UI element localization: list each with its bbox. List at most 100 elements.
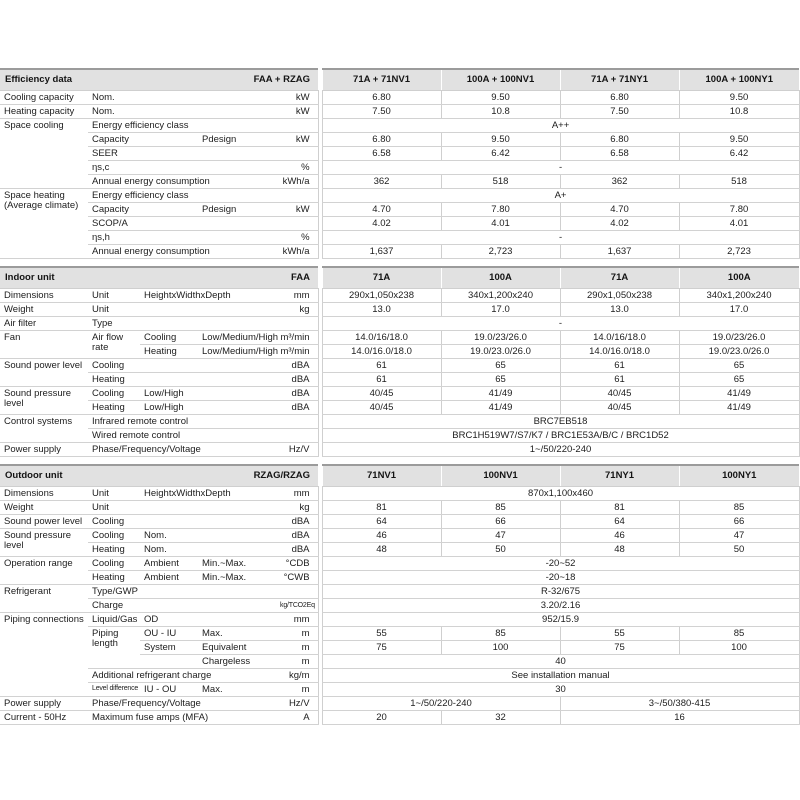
model-column-header: 71A (559, 266, 680, 289)
row-label: Cooling (88, 386, 141, 401)
row-label: IU - OU (140, 682, 199, 697)
table-row: Power supply Phase/Frequency/Voltage Hz/V 1… (0, 696, 800, 711)
value-cell: 1~/50/220-240 (321, 696, 561, 711)
row-label: Capacity (88, 202, 198, 217)
value-cell: 7.80 (678, 202, 800, 217)
value-cell: 100 (678, 640, 800, 655)
row-label: Nom. (140, 528, 281, 543)
value-cell: 85 (678, 626, 800, 641)
row-label: Unit (88, 288, 141, 303)
row-label: Fan (0, 330, 88, 359)
row-label: Current - 50Hz (0, 710, 88, 725)
column-gap (318, 344, 323, 359)
row-label: Operation range (0, 556, 88, 585)
section-title: Outdoor unit (0, 464, 141, 487)
value-cell: 61 (559, 372, 680, 387)
column-gap (318, 230, 323, 245)
value-cell: 61 (321, 358, 442, 373)
table-row: Capacity Pdesign kW 6.80 9.50 6.80 9.50 (0, 132, 800, 147)
row-label: Unit (88, 500, 281, 515)
value-cell: 41/49 (440, 400, 561, 415)
model-column-header: 71NV1 (321, 464, 442, 487)
row-label (140, 654, 199, 669)
unit-label: % (280, 160, 319, 175)
row-label: Ambient (140, 556, 199, 571)
column-gap (318, 710, 323, 725)
value-cell: 9.50 (440, 132, 561, 147)
value-cell: 75 (321, 640, 442, 655)
row-label: Pdesign (198, 202, 280, 217)
column-gap (318, 302, 323, 317)
value-cell: 65 (440, 372, 561, 387)
spec-table-outdoor-unit: Outdoor unit RZAG/RZAG 71NV1 100NV1 71NY1 100… (0, 464, 800, 725)
value-cell: 6.80 (321, 132, 442, 147)
column-gap (318, 202, 323, 217)
table-row: Power supply Phase/Frequency/Voltage Hz/V 1… (0, 442, 800, 457)
row-label: Dimensions (0, 486, 88, 501)
row-label: Type/GWP (88, 584, 281, 599)
value-cell: BRC7EB518 (321, 414, 800, 429)
unit-label: dBA (280, 400, 319, 415)
value-cell: 65 (678, 358, 800, 373)
model-column-header: 71NY1 (559, 464, 680, 487)
column-gap (318, 288, 323, 303)
value-cell: See installation manual (321, 668, 800, 683)
value-cell: 65 (678, 372, 800, 387)
column-gap (318, 612, 323, 627)
unit-label: dBA (280, 358, 319, 373)
row-label: Energy efficiency class (88, 188, 280, 203)
table-row: Cooling capacity Nom. kW 6.80 9.50 6.80 9.50 (0, 90, 800, 105)
row-label: Heating (140, 344, 199, 359)
row-label: ηs,h (88, 230, 280, 245)
model-column-header: 100A + 100NV1 (440, 68, 561, 91)
unit-label: kg (280, 500, 319, 515)
value-cell: 4.70 (559, 202, 680, 217)
column-gap (318, 244, 323, 259)
value-cell: 952/15.9 (321, 612, 800, 627)
section-title: Efficiency data (0, 68, 140, 91)
column-gap (318, 584, 323, 599)
table-row: Sound power level Cooling dBA 64 66 64 66 (0, 514, 800, 529)
value-cell: 20 (321, 710, 442, 725)
value-cell: 13.0 (559, 302, 680, 317)
unit-label: m (280, 626, 319, 641)
table-row: Capacity Pdesign kW 4.70 7.80 4.70 7.80 (0, 202, 800, 217)
table-row: Dimensions Unit HeightxWidthxDepth mm 870x1,… (0, 486, 800, 501)
row-label: Ambient (140, 570, 199, 585)
row-label: Additional refrigerant charge (88, 668, 281, 683)
row-label: Phase/Frequency/Voltage (88, 696, 281, 711)
value-cell: 6.58 (559, 146, 680, 161)
column-gap (318, 358, 323, 373)
value-cell: 30 (321, 682, 800, 697)
row-label: Low/Medium/High (198, 330, 281, 345)
unit-label: kW (280, 202, 319, 217)
row-label: Maximum fuse amps (MFA) (88, 710, 281, 725)
value-cell: 1,637 (559, 244, 680, 259)
row-label: Sound power level (0, 514, 88, 529)
unit-label: Hz/V (280, 442, 319, 457)
column-gap (318, 654, 323, 669)
value-cell: 6.80 (559, 90, 680, 105)
row-label: Energy efficiency class (88, 118, 280, 133)
row-label: Cooling (88, 358, 281, 373)
row-label: Annual energy consumption (88, 244, 280, 259)
value-cell: 9.50 (678, 90, 800, 105)
value-cell: 19.0/23/26.0 (678, 330, 800, 345)
row-label: Unit (88, 486, 141, 501)
value-cell: 14.0/16.0/18.0 (321, 344, 442, 359)
value-cell: 55 (321, 626, 442, 641)
unit-label: kg/m (280, 668, 319, 683)
value-cell: 290x1,050x238 (559, 288, 680, 303)
column-gap (318, 160, 323, 175)
value-cell: 48 (321, 542, 442, 557)
value-cell: 6.42 (678, 146, 800, 161)
column-gap (318, 330, 323, 345)
value-cell: 340x1,200x240 (678, 288, 800, 303)
column-gap (318, 442, 323, 457)
column-gap (318, 514, 323, 529)
value-cell: 10.8 (440, 104, 561, 119)
table-row: Control systems Infrared remote control BR… (0, 414, 800, 443)
value-cell: 4.70 (321, 202, 442, 217)
table-row: Space heating (Ave­rage climate) Energy e… (0, 188, 800, 259)
